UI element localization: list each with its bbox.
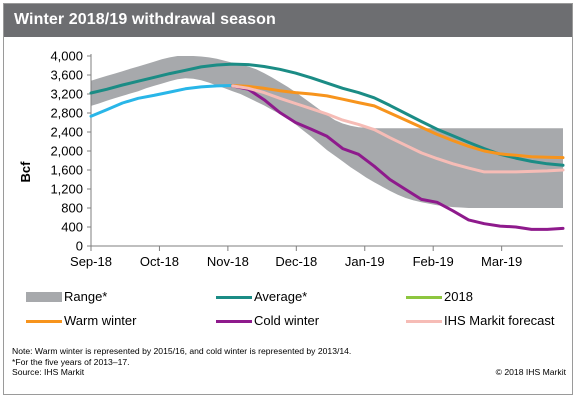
x-tick-label: Feb-19 — [413, 254, 454, 269]
y-tick-label: 400 — [61, 220, 83, 235]
note-line-2: *For the five years of 2013–17. — [12, 356, 130, 367]
y-tick-label: 2,800 — [50, 106, 83, 121]
x-tick-label: Oct-18 — [140, 254, 179, 269]
chart-title: Winter 2018/19 withdrawal season — [14, 11, 276, 28]
y-tick-label: 1,200 — [50, 182, 83, 197]
y-tick-label: 0 — [76, 239, 83, 254]
y-tick-label: 3,200 — [50, 87, 83, 102]
y-tick-label: 3,600 — [50, 68, 83, 83]
y-axis-title: Bcf — [18, 161, 33, 183]
title-bar: Winter 2018/19 withdrawal season — [4, 4, 572, 37]
copyright-text: © 2018 IHS Markit — [495, 367, 566, 377]
series-line-ihs-markit-forecast — [231, 84, 565, 174]
y-tick-label: 4,000 — [50, 49, 83, 64]
x-tick-label: Sep-18 — [70, 254, 112, 269]
y-tick-label: 2,000 — [50, 144, 83, 159]
note-source: Source: IHS Markit — [12, 367, 85, 377]
range-band — [91, 56, 563, 208]
series-line-average — [89, 62, 565, 167]
series-line-warm-winter — [231, 84, 565, 160]
x-tick-label: Mar-19 — [481, 254, 522, 269]
note-line-1: Note: Warm winter is represented by 2015… — [12, 346, 352, 356]
y-tick-label: 1,600 — [50, 163, 83, 178]
series-line-cold-winter — [231, 84, 565, 231]
y-tick-label: 2,400 — [50, 125, 83, 140]
x-tick-label: Nov-18 — [207, 254, 249, 269]
series-line-2018-observed — [89, 84, 235, 118]
x-tick-label: Dec-18 — [275, 254, 317, 269]
chart-notes: Note: Warm winter is represented by 2015… — [12, 346, 351, 378]
y-tick-label: 800 — [61, 201, 83, 216]
x-tick-label: Jan-19 — [345, 254, 385, 269]
